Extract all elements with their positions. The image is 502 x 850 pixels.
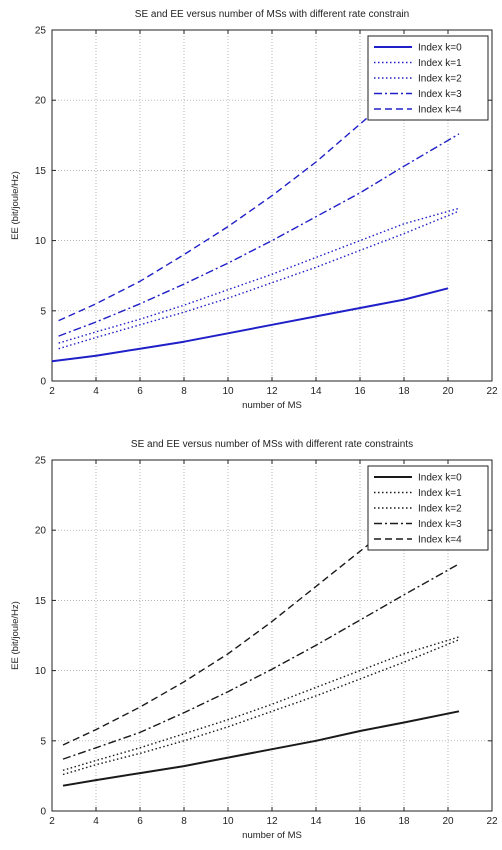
x-tick-label: 6 <box>137 816 143 827</box>
legend-label-k0: Index k=0 <box>418 43 462 54</box>
series-line-k3 <box>58 133 460 337</box>
x-tick-label: 16 <box>354 816 366 827</box>
x-tick-label: 16 <box>354 386 366 397</box>
x-tick-label: 6 <box>137 386 143 397</box>
legend-label-k2: Index k=2 <box>418 74 462 85</box>
series-line-k3 <box>62 563 460 760</box>
y-axis-label: EE (bit/joule/Hz) <box>10 601 21 670</box>
x-tick-label: 18 <box>398 386 410 397</box>
x-tick-label: 22 <box>486 816 498 827</box>
y-tick-label: 25 <box>35 456 47 467</box>
x-tick-label: 2 <box>49 816 55 827</box>
legend-label-k2: Index k=2 <box>418 504 462 515</box>
legend-label-k1: Index k=1 <box>418 488 462 499</box>
x-tick-label: 12 <box>266 816 278 827</box>
series-line-k2 <box>62 636 460 771</box>
y-tick-label: 15 <box>35 166 47 177</box>
legend-box <box>367 35 489 121</box>
series-group <box>52 85 460 363</box>
x-axis-label: number of MS <box>242 400 302 411</box>
x-tick-label: 12 <box>266 386 278 397</box>
x-tick-label: 20 <box>442 386 454 397</box>
y-tick-label: 5 <box>40 306 46 317</box>
y-tick-label: 5 <box>40 736 46 747</box>
x-tick-label: 10 <box>222 386 234 397</box>
x-tick-label: 4 <box>93 816 99 827</box>
y-tick-label: 10 <box>35 666 47 677</box>
legend-box <box>367 465 489 551</box>
y-tick-label: 25 <box>35 26 47 37</box>
x-tick-label: 14 <box>310 386 322 397</box>
series-line-k0 <box>52 287 449 363</box>
chart-bottom: 2 4 6 8 10 12 14 16 18 20 22 0 5 10 15 20 25 SE and EE ve… <box>10 439 498 841</box>
chart-title: SE and EE versus number of MSs with diff… <box>131 439 413 450</box>
series-line-k2 <box>58 207 460 344</box>
legend-label-k3: Index k=3 <box>418 519 462 530</box>
series-group <box>62 515 460 787</box>
series-line-k1 <box>62 639 460 776</box>
chart-top: 2 4 6 8 10 12 14 16 18 20 22 0 5 10 15 20 25 SE and EE ve… <box>10 9 498 411</box>
x-tick-label: 20 <box>442 816 454 827</box>
x-axis-label: number of MS <box>242 830 302 841</box>
x-tick-label: 8 <box>181 386 187 397</box>
x-tick-label: 22 <box>486 386 498 397</box>
series-line-k0 <box>62 710 460 787</box>
legend-label-k1: Index k=1 <box>418 58 462 69</box>
y-tick-label: 0 <box>40 377 46 388</box>
chart-title: SE and EE versus number of MSs with diff… <box>135 9 409 20</box>
legend-label-k4: Index k=4 <box>418 105 462 116</box>
y-tick-label: 20 <box>35 526 47 537</box>
series-line-k4 <box>58 85 405 322</box>
series-line-k1 <box>58 210 460 350</box>
y-tick-label: 10 <box>35 236 47 247</box>
y-tick-label: 15 <box>35 596 47 607</box>
x-tick-label: 4 <box>93 386 99 397</box>
series-line-k4 <box>62 515 405 746</box>
y-tick-label: 20 <box>35 96 47 107</box>
y-tick-label: 0 <box>40 807 46 818</box>
x-tick-label: 2 <box>49 386 55 397</box>
x-tick-label: 10 <box>222 816 234 827</box>
x-tick-label: 14 <box>310 816 322 827</box>
legend-label-k3: Index k=3 <box>418 89 462 100</box>
legend-label-k4: Index k=4 <box>418 535 462 546</box>
legend-label-k0: Index k=0 <box>418 473 462 484</box>
x-tick-label: 8 <box>181 816 187 827</box>
y-axis-label: EE (bit/joule/Hz) <box>10 171 21 240</box>
x-tick-label: 18 <box>398 816 410 827</box>
